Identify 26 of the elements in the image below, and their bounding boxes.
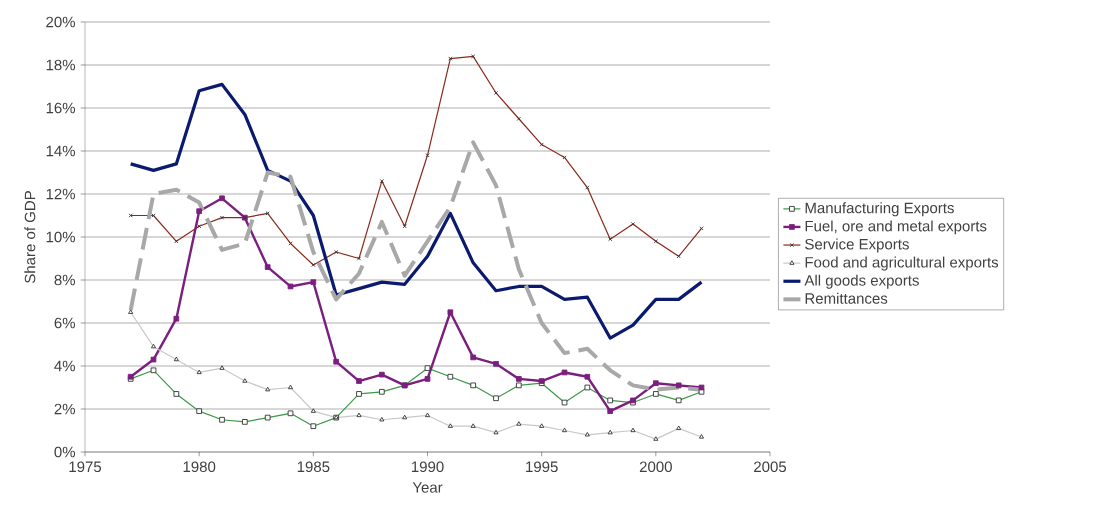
- y-tick-label: 4%: [54, 360, 76, 372]
- y-tick-label: 12%: [46, 188, 76, 200]
- y-tick-label: 10%: [46, 231, 76, 243]
- y-tick-label: 14%: [46, 145, 76, 157]
- x-tick-label: 2000: [639, 461, 672, 473]
- y-tick-label: 18%: [46, 59, 76, 71]
- x-tick-label: 1980: [183, 461, 216, 473]
- x-tick-label: 2005: [754, 461, 787, 473]
- x-tick-label: 1985: [297, 461, 330, 473]
- legend-label: Food and agricultural exports: [805, 256, 999, 271]
- y-tick-label: 0%: [54, 446, 76, 458]
- legend-label: Fuel, ore and metal exports: [805, 220, 987, 235]
- y-tick-label: 2%: [54, 403, 76, 415]
- x-tick-label: 1990: [411, 461, 444, 473]
- x-tick-label: 1995: [526, 461, 558, 473]
- y-tick-label: 6%: [54, 317, 76, 329]
- legend-label: All goods exports: [804, 274, 919, 289]
- y-tick-label: 16%: [46, 102, 76, 114]
- x-axis-title: Year: [412, 482, 443, 493]
- y-axis-title: Share of GDP: [24, 191, 36, 283]
- legend-label: Remittances: [805, 292, 888, 304]
- y-tick-label: 20%: [46, 16, 76, 28]
- legend-label: Service Exports: [805, 238, 909, 253]
- x-tick-label: 1975: [69, 461, 102, 473]
- y-tick-label: 8%: [54, 274, 76, 286]
- legend-label: Manufacturing Exports: [805, 202, 954, 217]
